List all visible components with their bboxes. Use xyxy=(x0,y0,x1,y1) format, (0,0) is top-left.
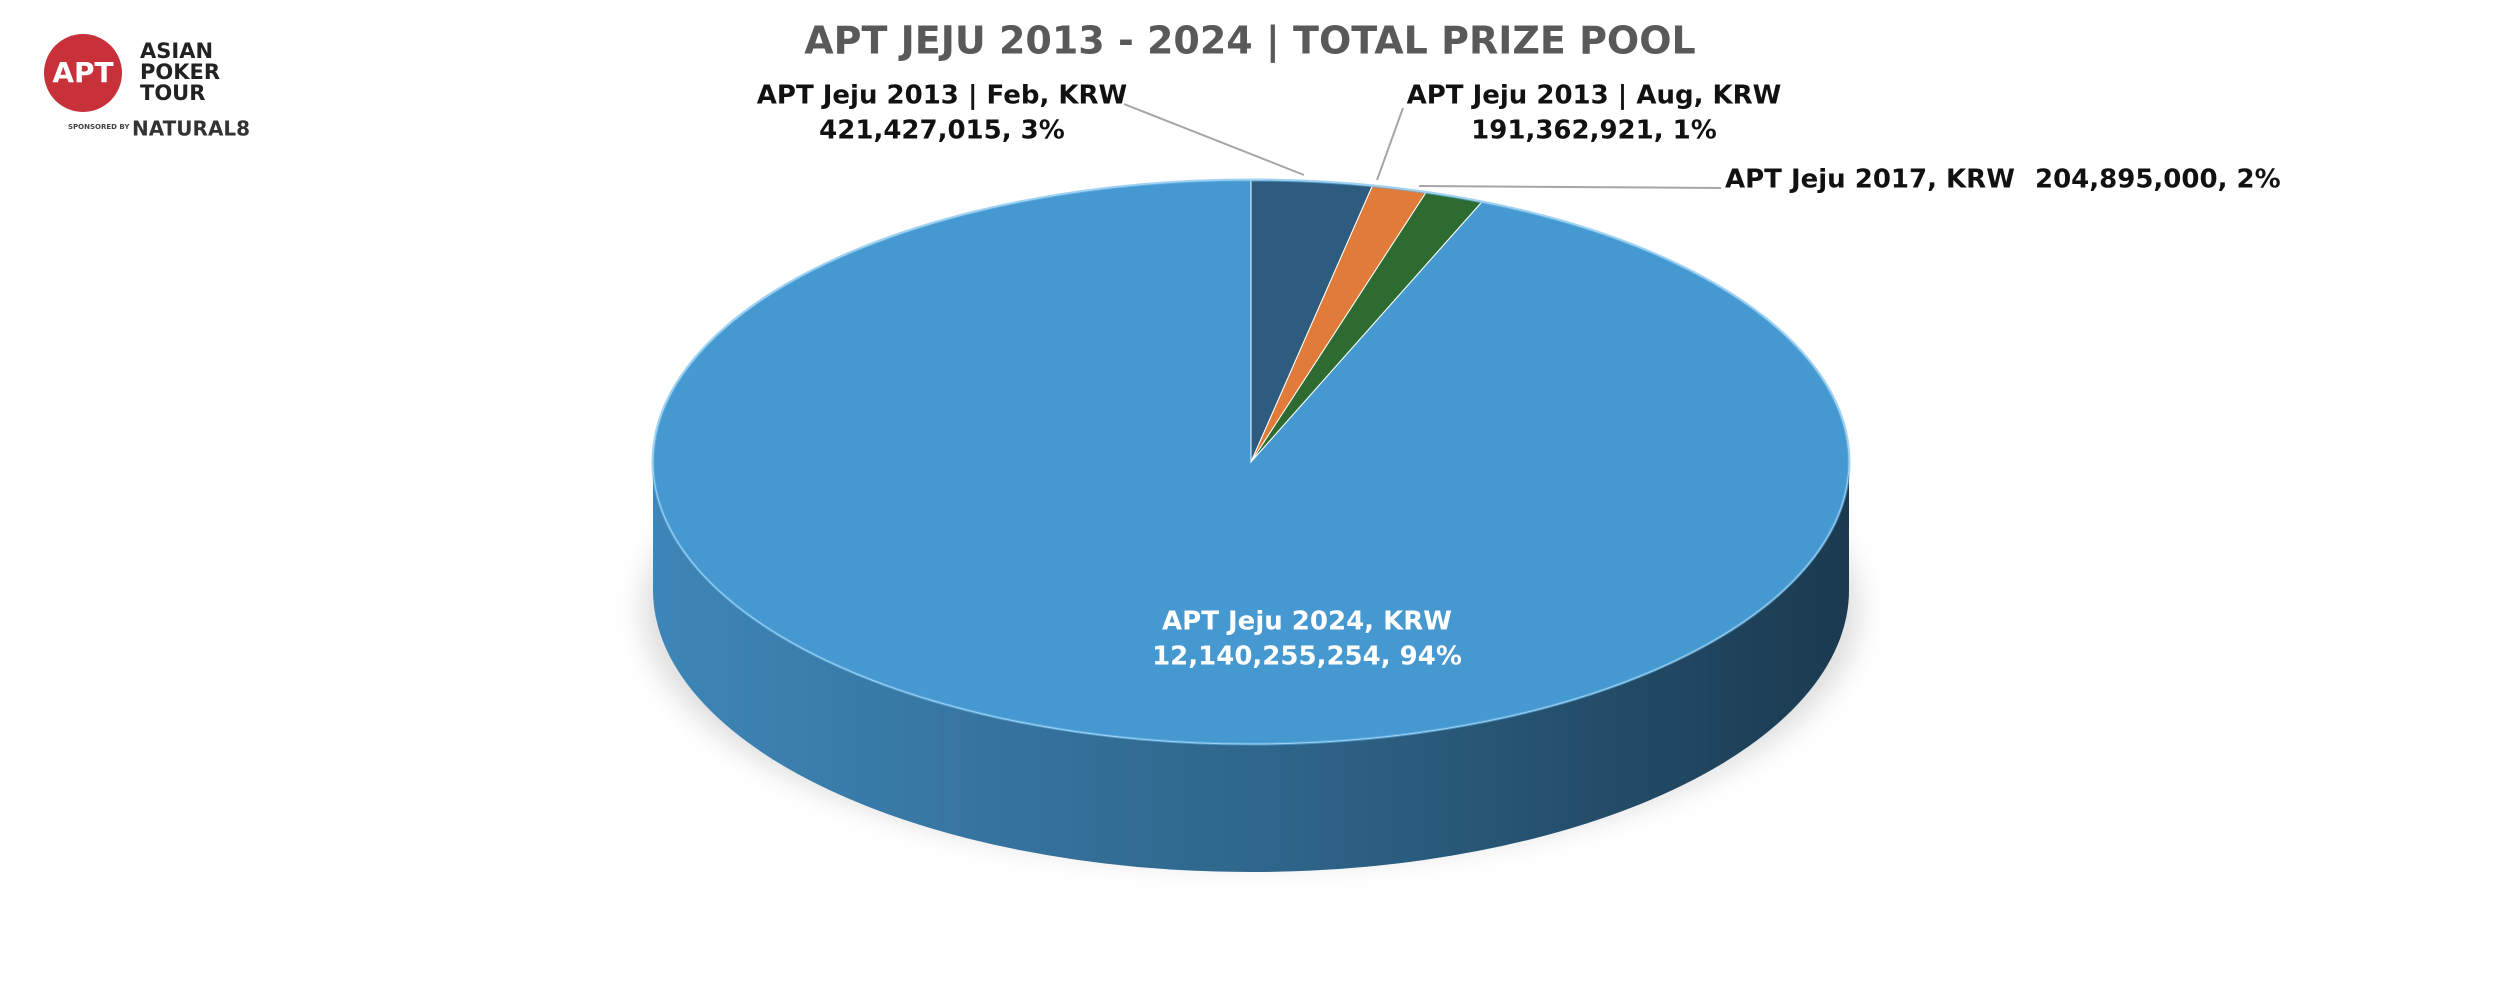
logo-brand: NATURAL8 xyxy=(132,117,250,141)
side-shade xyxy=(653,462,1849,872)
logo-text: ASIAN xyxy=(140,39,213,63)
data-label-value: 421,427,015, 3% xyxy=(819,116,1065,146)
logo-badge xyxy=(44,34,122,112)
logo-sponsor: SPONSORED BY xyxy=(68,123,130,131)
data-label-category: APT Jeju 2013 | Aug, KRW xyxy=(1407,81,1782,111)
logo-text: TOUR xyxy=(140,81,205,105)
data-label-value: 12,140,255,254, 94% xyxy=(1152,642,1462,672)
data-label-value: 204,895,000, 2% xyxy=(2035,165,2281,195)
chart-title: APT JEJU 2013 - 2024 | TOTAL PRIZE POOL xyxy=(804,19,1696,64)
logo-text: POKER xyxy=(140,60,220,84)
pie-rim xyxy=(651,178,1851,746)
leader-line xyxy=(1418,185,1722,189)
data-label-category: APT Jeju 2017, KRW xyxy=(1725,165,2015,195)
data-label-category: APT Jeju 2024, KRW xyxy=(1162,607,1452,637)
logo: APT ASIAN POKER TOUR SPONSORED BY NATURA… xyxy=(44,34,250,141)
leader-line xyxy=(1376,107,1404,181)
logo-badge-text: APT xyxy=(52,56,113,89)
data-label-category: APT Jeju 2013 | Feb, KRW xyxy=(757,81,1127,111)
data-label-value: 191,362,921, 1% xyxy=(1471,116,1717,146)
leader-line xyxy=(1123,103,1305,176)
